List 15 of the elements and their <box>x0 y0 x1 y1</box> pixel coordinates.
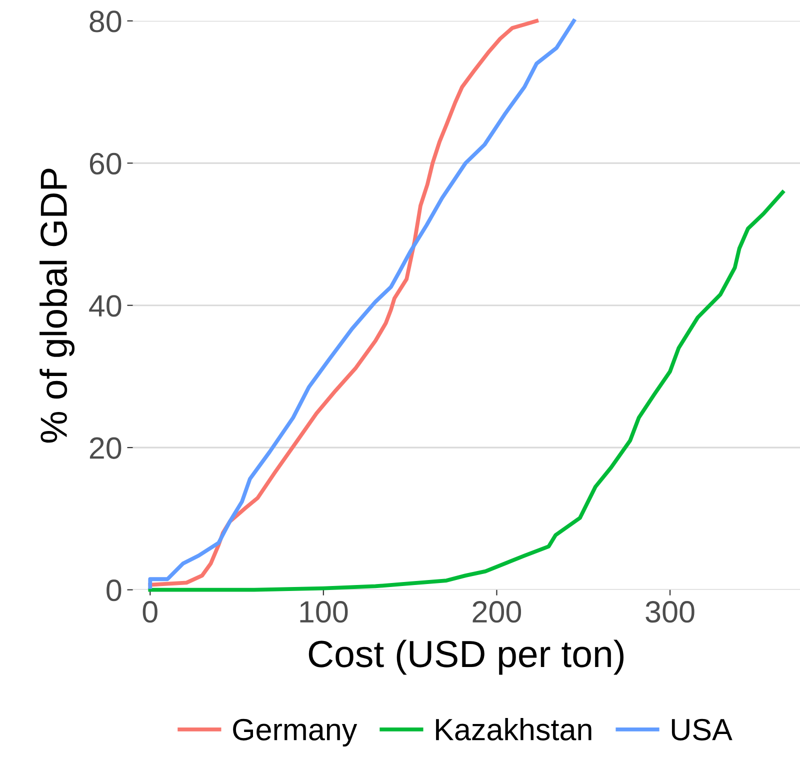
legend-label: USA <box>672 718 732 740</box>
y-tick-label: 60 <box>90 152 122 174</box>
y-tick-label: 80 <box>90 10 122 32</box>
x-tick-label: 300 <box>646 601 694 623</box>
x-tick-label: 200 <box>472 601 522 623</box>
legend-label: Germany <box>233 718 358 746</box>
y-axis-title: % of global GDP <box>40 168 75 443</box>
line-series <box>148 190 785 592</box>
y-tick-label: 40 <box>89 295 122 317</box>
legend-label: Kazakhstan <box>436 718 592 740</box>
x-axis-title: Cost (USD per ton) <box>308 640 624 675</box>
x-tick-label: 0 <box>142 601 158 623</box>
y-tick-label: 20 <box>90 437 122 459</box>
y-tick-label: 0 <box>106 580 122 602</box>
x-tick-label: 100 <box>300 601 348 623</box>
